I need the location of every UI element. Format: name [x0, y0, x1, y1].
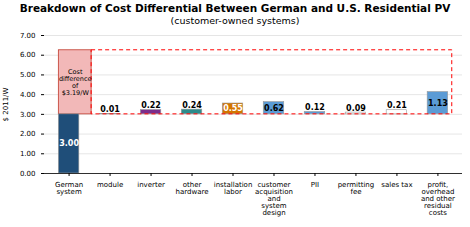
svg-text:1.13: 1.13: [428, 99, 448, 108]
svg-text:0.09: 0.09: [346, 104, 366, 113]
svg-text:profit,overheadand otherresidu: profit,overheadand otherresidualcosts: [421, 181, 455, 217]
svg-text:6.00: 6.00: [20, 51, 36, 59]
svg-text:permittingfee: permittingfee: [338, 181, 375, 196]
svg-text:Costdifferenceof$3.19/W: Costdifferenceof$3.19/W: [59, 68, 92, 97]
html-text:Breakdown of Cost Differential: Breakdown of Cost Differential Between G…: [19, 2, 451, 14]
svg-text:2.00: 2.00: [20, 130, 36, 138]
svg-text:0.62: 0.62: [264, 104, 284, 113]
svg-text:customeracquisitionandsystemde: customeracquisitionandsystemdesign: [255, 181, 293, 217]
svg-text:module: module: [97, 181, 123, 189]
svg-text:0.01: 0.01: [100, 105, 120, 114]
svg-text:7.00: 7.00: [20, 32, 36, 40]
svg-text:otherhardware: otherhardware: [176, 181, 209, 196]
svg-text:4.00: 4.00: [20, 91, 36, 99]
svg-text:0.55: 0.55: [223, 104, 243, 113]
svg-text:5.00: 5.00: [20, 71, 36, 79]
svg-text:installationlabor: installationlabor: [214, 181, 253, 196]
svg-text:$ 2011/W: $ 2011/W: [2, 88, 10, 122]
svg-text:Germansystem: Germansystem: [55, 181, 83, 196]
svg-text:3.00: 3.00: [59, 139, 79, 148]
svg-text:0.21: 0.21: [387, 101, 407, 110]
svg-text:inverter: inverter: [137, 181, 165, 189]
svg-text:1.00: 1.00: [20, 150, 36, 158]
svg-text:sales tax: sales tax: [381, 181, 412, 189]
svg-text:3.00: 3.00: [20, 111, 36, 119]
svg-text:PII: PII: [311, 181, 319, 189]
svg-text:0.24: 0.24: [182, 101, 202, 110]
svg-text:0.00: 0.00: [20, 170, 36, 178]
svg-text:0.12: 0.12: [305, 103, 325, 112]
html-text:(customer-owned systems): (customer-owned systems): [170, 15, 300, 26]
svg-text:0.22: 0.22: [141, 101, 161, 110]
